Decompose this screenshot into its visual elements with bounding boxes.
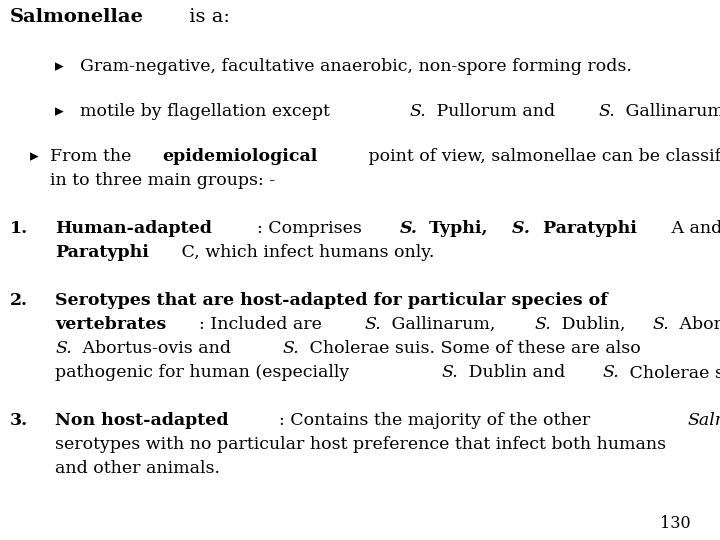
Text: pathogenic for human (especially: pathogenic for human (especially [55,364,355,381]
Text: serotypes with no particular host preference that infect both humans: serotypes with no particular host prefer… [55,436,666,453]
Text: point of view, salmonellae can be classified: point of view, salmonellae can be classi… [363,148,720,165]
Text: ▸: ▸ [30,148,39,165]
Text: : Included are: : Included are [199,316,327,333]
Text: Gallinarum,: Gallinarum, [386,316,500,333]
Text: Dublin and: Dublin and [464,364,571,381]
Text: Salmonella: Salmonella [688,412,720,429]
Text: in to three main groups: -: in to three main groups: - [50,172,275,189]
Text: Paratyphi: Paratyphi [55,244,149,261]
Text: S.: S. [442,364,459,381]
Text: ▸: ▸ [55,103,64,120]
Text: S.: S. [364,316,381,333]
Text: Paratyphi: Paratyphi [537,220,637,237]
Text: Cholerae suis).: Cholerae suis). [624,364,720,381]
Text: Dublin,: Dublin, [556,316,631,333]
Text: Abortus-equi,: Abortus-equi, [674,316,720,333]
Text: Gallinarum.: Gallinarum. [620,103,720,120]
Text: S.: S. [598,103,615,120]
Text: S.: S. [282,340,300,357]
Text: Abortus-ovis and: Abortus-ovis and [76,340,236,357]
Text: S.: S. [55,340,72,357]
Text: S.: S. [603,364,619,381]
Text: S.: S. [652,316,669,333]
Text: Serotypes that are host-adapted for particular species of: Serotypes that are host-adapted for part… [55,292,608,309]
Text: Gram-negative, facultative anaerobic, non-spore forming rods.: Gram-negative, facultative anaerobic, no… [80,58,632,75]
Text: 3.: 3. [10,412,28,429]
Text: ▸: ▸ [55,58,64,75]
Text: C, which infect humans only.: C, which infect humans only. [176,244,434,261]
Text: From the: From the [50,148,137,165]
Text: Salmonellae: Salmonellae [10,8,144,26]
Text: and other animals.: and other animals. [55,460,220,477]
Text: : Comprises: : Comprises [258,220,368,237]
Text: 2.: 2. [10,292,28,309]
Text: 130: 130 [660,515,690,532]
Text: Non host-adapted: Non host-adapted [55,412,228,429]
Text: Typhi,: Typhi, [423,220,487,237]
Text: A and: A and [666,220,720,237]
Text: Cholerae suis. Some of these are also: Cholerae suis. Some of these are also [304,340,641,357]
Text: motile by flagellation except: motile by flagellation except [80,103,336,120]
Text: Pullorum and: Pullorum and [431,103,561,120]
Text: is a:: is a: [183,8,230,26]
Text: S.: S. [534,316,551,333]
Text: Human-adapted: Human-adapted [55,220,212,237]
Text: epidemiological: epidemiological [162,148,318,165]
Text: 1.: 1. [10,220,28,237]
Text: S.: S. [400,220,418,237]
Text: S.: S. [506,220,530,237]
Text: vertebrates: vertebrates [55,316,166,333]
Text: : Contains the majority of the other: : Contains the majority of the other [279,412,595,429]
Text: S.: S. [410,103,426,120]
